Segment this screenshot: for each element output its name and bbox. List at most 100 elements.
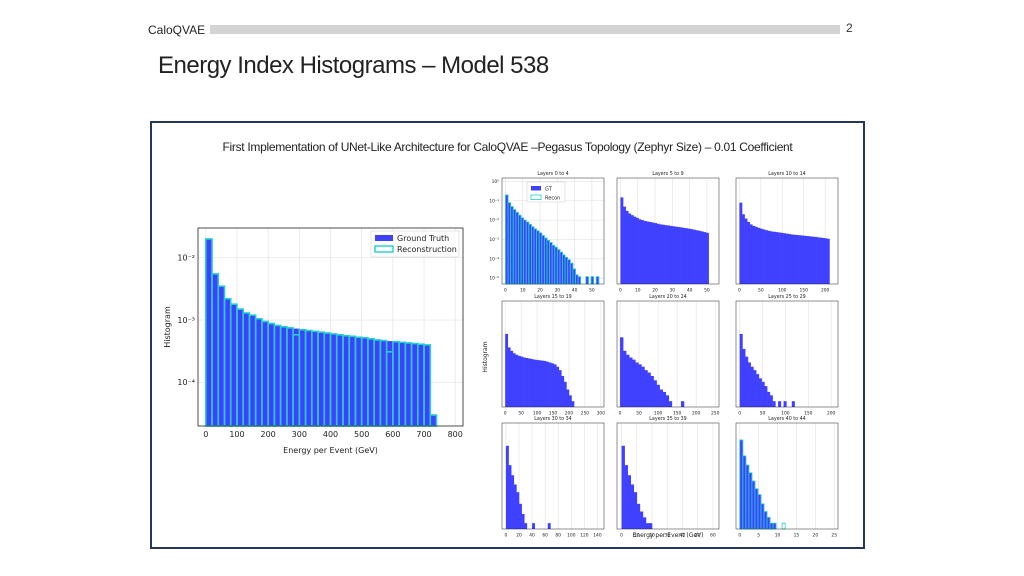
- y-tick-label: 10⁻⁴: [489, 256, 499, 262]
- gt-bar: [405, 342, 412, 426]
- y-tick-label: 10⁻⁵: [489, 276, 499, 282]
- gt-bar: [638, 364, 642, 407]
- gt-bar: [659, 224, 663, 284]
- gt-bar: [386, 341, 394, 426]
- gt-bar: [559, 252, 563, 284]
- gt-bar: [685, 228, 689, 284]
- gt-bar: [374, 339, 381, 426]
- gt-bar: [767, 230, 771, 284]
- gt-bar: [521, 217, 524, 284]
- gt-bar: [633, 216, 637, 284]
- y-tick-label: 10⁰: [492, 179, 500, 185]
- figure-frame: First Implementation of UNet-Like Archit…: [150, 121, 865, 549]
- gt-bar: [591, 276, 594, 284]
- gt-bar: [570, 263, 574, 284]
- gt-bar: [806, 236, 810, 284]
- gt-bar: [636, 503, 641, 529]
- gt-bar: [539, 232, 543, 284]
- x-tick-label: 250: [711, 410, 720, 416]
- gt-bar: [638, 219, 642, 284]
- x-tick-label: 30: [670, 287, 676, 293]
- gt-bar: [249, 315, 256, 426]
- gt-bar: [523, 220, 527, 284]
- axes-frame: [735, 422, 839, 530]
- x-tick-label: 200: [692, 410, 701, 416]
- legend-gt-swatch: [531, 186, 541, 191]
- gt-bar: [548, 362, 552, 407]
- gt-bar: [761, 381, 765, 407]
- panel-title: Layers 10 to 14: [768, 171, 805, 177]
- gt-bar: [525, 358, 529, 407]
- small-x-axis-label: Energy per Event (GeV): [632, 532, 703, 539]
- x-tick-label: 600: [385, 430, 400, 439]
- gt-bar: [767, 391, 771, 407]
- gt-bar: [205, 238, 213, 426]
- panel-title: Layers 35 to 39: [649, 416, 686, 422]
- gt-bar: [546, 240, 550, 284]
- gt-bar: [821, 237, 825, 284]
- gt-bar: [261, 321, 269, 426]
- gt-bar: [780, 232, 784, 284]
- gt-bar: [680, 401, 685, 407]
- gt-bar: [760, 503, 765, 529]
- gt-bar: [826, 238, 830, 284]
- gt-bar: [650, 375, 654, 407]
- gt-bar: [305, 330, 313, 426]
- header-brand: CaloQVAE: [148, 23, 206, 37]
- x-tick-label: 60: [710, 532, 716, 538]
- gt-bar: [342, 335, 350, 426]
- gt-bar: [669, 225, 673, 284]
- x-tick-label: 100: [778, 287, 787, 293]
- gt-bar: [742, 214, 745, 284]
- gt-bar: [706, 232, 709, 284]
- gt-bar: [656, 223, 660, 284]
- gt-bar: [682, 227, 686, 284]
- gt-bar: [751, 481, 756, 529]
- gt-bar: [512, 353, 516, 407]
- gt-bar: [783, 401, 787, 407]
- x-tick-label: 10: [634, 532, 640, 538]
- x-tick-label: 700: [416, 430, 431, 439]
- gt-bar: [627, 475, 632, 529]
- x-tick-label: 200: [565, 410, 574, 416]
- gt-bar: [572, 268, 576, 284]
- gt-bar: [553, 364, 557, 407]
- gt-bar: [803, 235, 807, 284]
- x-tick-label: 5: [757, 532, 760, 538]
- gt-bar: [677, 227, 681, 284]
- gt-bar: [510, 350, 514, 407]
- gt-bar: [544, 237, 548, 284]
- gt-bar: [758, 378, 762, 407]
- gt-bar: [687, 228, 691, 284]
- gt-bar: [790, 234, 794, 284]
- gt-bar: [417, 344, 425, 426]
- gt-bar: [739, 202, 743, 284]
- gt-bar: [505, 194, 509, 284]
- axes-frame: [616, 422, 720, 530]
- gt-bar: [511, 475, 515, 529]
- gt-bar: [518, 215, 522, 284]
- gt-bar: [644, 370, 648, 407]
- gt-bar: [747, 221, 751, 284]
- gt-bar: [620, 197, 624, 284]
- gt-bar: [533, 228, 537, 284]
- x-tick-label: 0: [738, 410, 741, 416]
- gt-bar: [630, 215, 634, 284]
- gt-bar: [236, 309, 244, 426]
- x-tick-label: 10: [520, 287, 526, 293]
- gt-bar: [770, 231, 774, 284]
- x-tick-label: 0: [619, 287, 622, 293]
- gt-bar: [769, 395, 773, 407]
- x-tick-label: 0: [203, 430, 208, 439]
- gt-bar: [703, 232, 707, 284]
- header-divider: [210, 25, 840, 34]
- gt-bar: [545, 361, 549, 407]
- x-tick-label: 200: [261, 430, 276, 439]
- gt-bar: [513, 209, 517, 284]
- gt-bar: [571, 401, 575, 407]
- gt-bar: [243, 312, 250, 426]
- x-tick-label: 0: [738, 532, 741, 538]
- x-tick-label: 100: [229, 430, 244, 439]
- gt-bar: [623, 206, 626, 284]
- gt-bar: [508, 202, 511, 284]
